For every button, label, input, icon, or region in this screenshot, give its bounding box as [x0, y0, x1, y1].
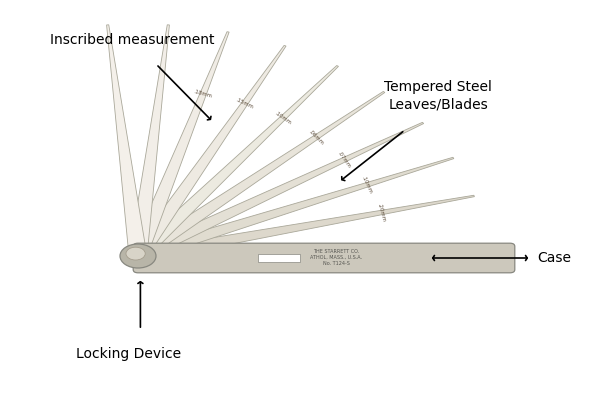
Text: .15mm: .15mm [235, 98, 254, 110]
Text: Inscribed measurement: Inscribed measurement [50, 33, 214, 47]
Text: Locking Device: Locking Device [76, 347, 182, 361]
Bar [258, 254, 300, 262]
Text: .07mm: .07mm [337, 150, 352, 169]
Text: .18mm: .18mm [193, 89, 213, 98]
FancyBboxPatch shape [133, 243, 515, 273]
Polygon shape [130, 32, 229, 258]
Polygon shape [136, 195, 475, 262]
Text: Tempered Steel
Leaves/Blades: Tempered Steel Leaves/Blades [384, 80, 492, 112]
Polygon shape [107, 25, 147, 256]
Text: .06mm: .06mm [308, 129, 325, 146]
Polygon shape [130, 46, 286, 258]
Polygon shape [131, 66, 338, 260]
Polygon shape [133, 122, 424, 261]
Circle shape [120, 244, 156, 268]
Polygon shape [131, 92, 385, 260]
Polygon shape [134, 157, 454, 262]
Text: .20mm: .20mm [377, 203, 386, 222]
Text: .10mm: .10mm [360, 175, 373, 195]
Polygon shape [129, 25, 169, 256]
Text: .10mm: .10mm [274, 111, 292, 126]
Circle shape [126, 247, 145, 260]
Text: Case: Case [537, 251, 571, 265]
Text: THE STARRETT CO.
ATHOL, MASS., U.S.A.
No. T124-S: THE STARRETT CO. ATHOL, MASS., U.S.A. No… [310, 248, 362, 266]
